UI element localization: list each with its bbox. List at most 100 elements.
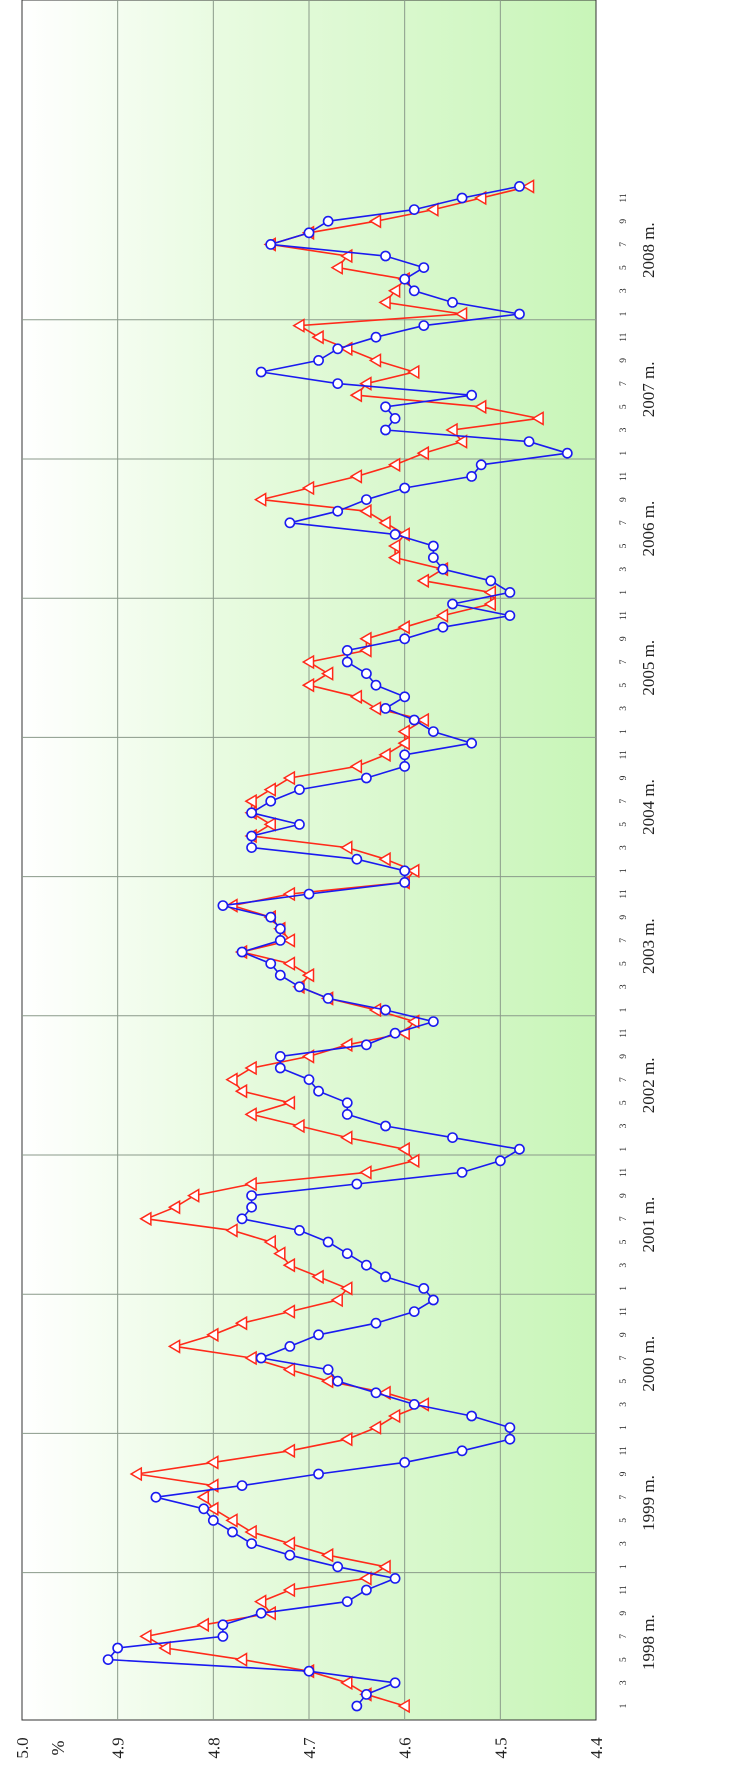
- month-tick-label: 7: [619, 1216, 629, 1221]
- month-tick-label: 3: [619, 1541, 629, 1546]
- series-1-point: [437, 621, 449, 633]
- series-1-point: [389, 1573, 401, 1584]
- y-tick-label: 4.7: [300, 1737, 319, 1759]
- series-1-point: [274, 969, 286, 981]
- series-0-point: [397, 724, 410, 739]
- series-1-point: [456, 1445, 468, 1457]
- series-0-point: [320, 666, 334, 681]
- series-0-point: [387, 538, 401, 554]
- series-1-point: [246, 842, 257, 853]
- month-tick-label: 11: [619, 1028, 629, 1037]
- series-0-point: [206, 1455, 219, 1470]
- series-1-point: [351, 1700, 363, 1712]
- y-tick-label: 4.4: [587, 1737, 606, 1759]
- series-0-point: [263, 1605, 276, 1621]
- series-1-point: [399, 482, 411, 494]
- y-axis-label: %: [48, 1741, 68, 1756]
- month-tick-label: 1: [619, 1703, 629, 1708]
- month-tick-label: 11: [619, 1585, 629, 1594]
- series-0-point: [292, 318, 305, 333]
- series-1-point: [447, 1132, 458, 1143]
- series-1-point: [389, 412, 401, 424]
- series-1-point: [341, 656, 353, 668]
- month-tick-label: 7: [619, 799, 629, 804]
- year-label: 2005 m.: [639, 640, 658, 696]
- y-tick-label: 4.8: [204, 1737, 223, 1758]
- series-0-point: [244, 1524, 257, 1540]
- month-tick-label: 9: [619, 219, 629, 224]
- series-0-point: [387, 1408, 401, 1424]
- series-0-point: [301, 480, 315, 496]
- month-tick-label: 7: [619, 520, 629, 525]
- series-1-point: [265, 238, 277, 250]
- series-0-point: [349, 759, 363, 774]
- series-1-point: [322, 215, 334, 227]
- series-1-point: [514, 1143, 525, 1155]
- series-1-point: [313, 1085, 324, 1097]
- series-0-point: [368, 1420, 382, 1435]
- month-tick-label: 5: [619, 822, 629, 827]
- series-1-point: [456, 1167, 468, 1178]
- month-tick-label: 9: [619, 636, 629, 641]
- series-1-point: [360, 1259, 372, 1271]
- month-tick-label: 9: [619, 358, 629, 363]
- month-tick-label: 9: [619, 497, 629, 502]
- series-0-point: [187, 1188, 200, 1203]
- year-label: 2004 m.: [639, 779, 658, 835]
- series-0-point: [407, 1153, 420, 1169]
- series-1-point: [475, 459, 487, 471]
- series-1-point: [418, 1283, 430, 1294]
- series-1-point: [360, 1584, 372, 1596]
- grid: [22, 0, 596, 1720]
- month-tick-label: 7: [619, 381, 629, 386]
- series-1-point: [255, 1352, 267, 1364]
- series-0-point: [349, 387, 363, 403]
- series-1-point: [217, 900, 229, 911]
- y-tick-label: 5.0: [13, 1737, 32, 1758]
- series-1-point: [370, 1317, 382, 1329]
- month-tick-label: 11: [619, 1307, 629, 1316]
- series-1-point: [207, 1515, 219, 1526]
- month-tick-label: 9: [619, 915, 629, 920]
- series-1-point: [456, 192, 468, 204]
- series-0-point: [301, 677, 315, 693]
- year-label: 1998 m.: [639, 1614, 658, 1670]
- y-tick-label: 4.9: [109, 1737, 128, 1758]
- series-1-point: [447, 598, 458, 610]
- month-tick-label: 3: [619, 1680, 629, 1685]
- month-tick-label: 3: [619, 706, 629, 711]
- month-tick-label: 1: [619, 868, 629, 873]
- series-0-point: [282, 956, 296, 971]
- series-1-point: [380, 1120, 391, 1132]
- series-0-point: [340, 1675, 353, 1691]
- series-0-point: [397, 619, 410, 635]
- series-0-point: [378, 851, 391, 867]
- month-tick-label: 1: [619, 1286, 629, 1291]
- series-1-point: [399, 1457, 411, 1468]
- series-0-point: [282, 770, 296, 786]
- series-1-point: [303, 1665, 315, 1677]
- series-0-point: [206, 1327, 219, 1343]
- month-tick-label: 7: [619, 659, 629, 664]
- year-label: 2003 m.: [639, 918, 658, 974]
- series-1-point: [274, 935, 286, 946]
- month-tick-label: 11: [619, 611, 629, 620]
- series-1-point: [504, 1422, 516, 1433]
- month-tick-label: 7: [619, 1355, 629, 1360]
- series-1-point: [418, 320, 430, 331]
- series-1-point: [399, 633, 411, 645]
- series-1-point: [246, 1538, 257, 1549]
- series-1-point: [380, 1004, 391, 1016]
- series-1-point: [341, 1097, 353, 1109]
- series-0-point: [282, 1257, 296, 1273]
- series-0-point: [282, 1443, 296, 1459]
- year-label: 1999 m.: [639, 1475, 658, 1531]
- month-tick-label: 5: [619, 1657, 629, 1662]
- series-0-point: [359, 1165, 372, 1180]
- series-1-point: [341, 1248, 353, 1259]
- series-0-point: [340, 1431, 353, 1447]
- series-1-point: [523, 436, 535, 447]
- series-1-point: [380, 703, 391, 714]
